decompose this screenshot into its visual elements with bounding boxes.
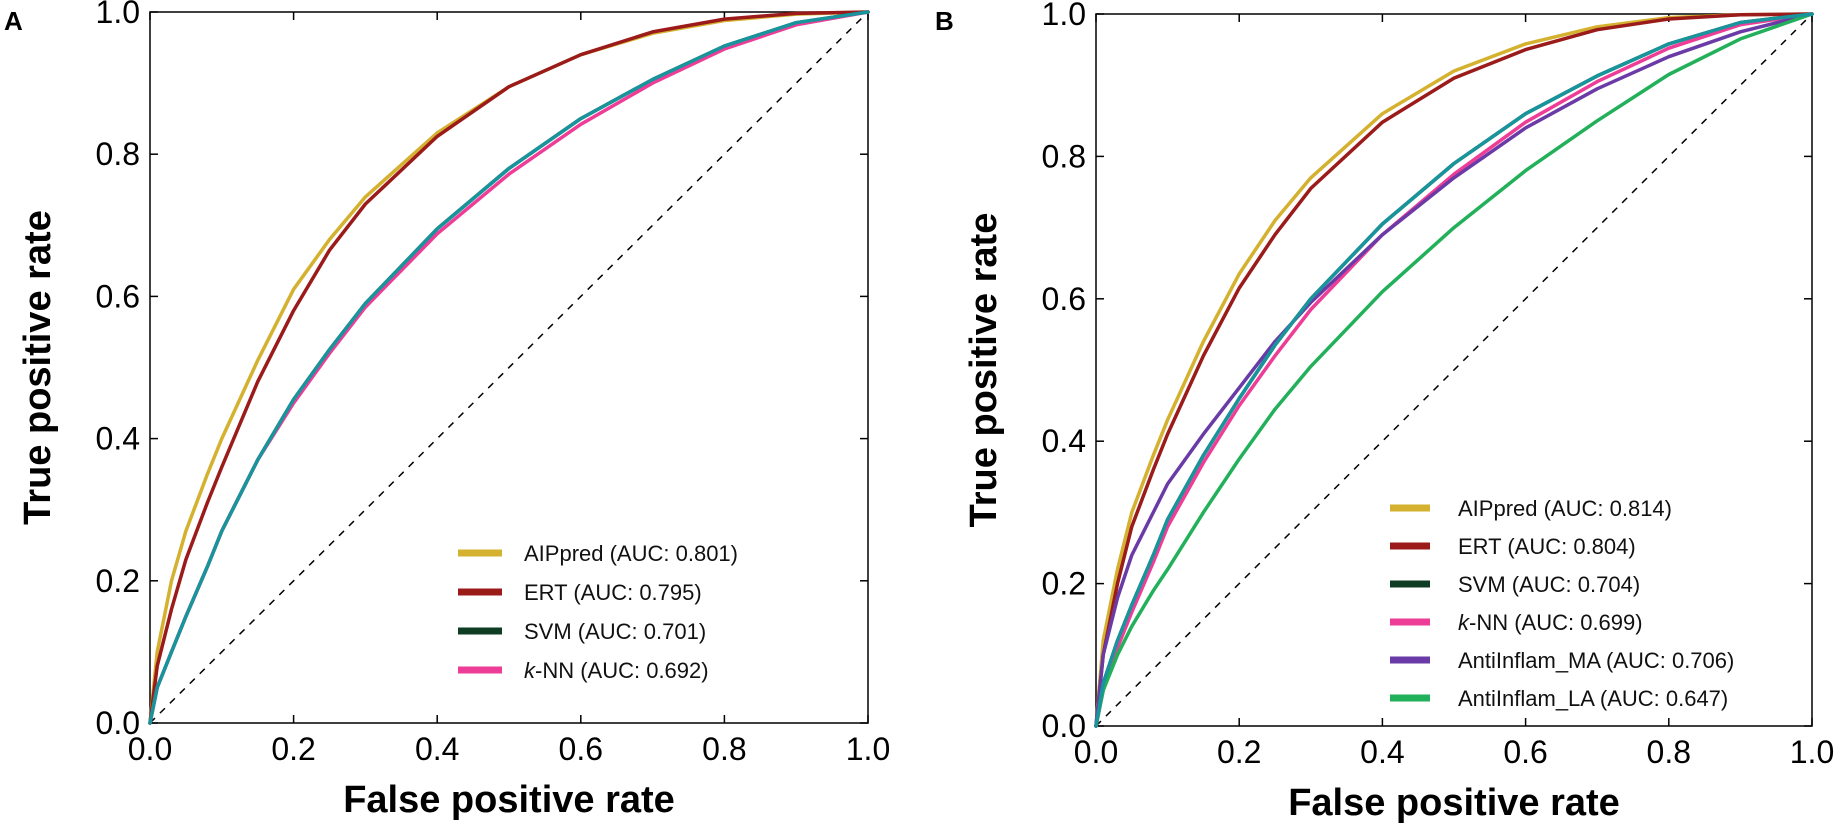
y-tick-label: 0.8 [1042, 138, 1086, 174]
y-tick-label: 0.0 [1042, 708, 1086, 744]
y-tick-label: 1.0 [96, 0, 140, 30]
legend: AIPpred (AUC: 0.814) ERT (AUC: 0.804) SVM … [1390, 496, 1734, 711]
legend-label: AIPpred (AUC: 0.814) [1458, 496, 1672, 521]
x-tick-label: 0.6 [559, 731, 603, 767]
legend: AIPpred (AUC: 0.801) ERT (AUC: 0.795) SVM … [458, 541, 738, 683]
y-tick-label: 0.6 [96, 278, 140, 314]
series-line-overlay [148, 10, 870, 725]
chart-panel-a: A 0.0 0.2 0.4 0.6 0.8 1.0 0.0 0.2 0.4 0.6 0.8 1.0 Fal… [4, 0, 890, 821]
legend-label: AntiInflam_LA (AUC: 0.647) [1458, 686, 1728, 711]
panel-label: B [935, 6, 954, 36]
y-tick-label: 0.2 [1042, 566, 1086, 602]
y-tick-label: 1.0 [1042, 0, 1086, 32]
y-axis-title: True positive rate [17, 210, 59, 525]
series-line-antiinflam-la [1094, 12, 1814, 728]
legend-label: ERT (AUC: 0.804) [1458, 534, 1636, 559]
chance-diagonal [1095, 13, 1813, 727]
legend-label: ERT (AUC: 0.795) [524, 580, 702, 605]
series-line-ert [1094, 12, 1814, 728]
x-tick-label: 0.0 [1074, 734, 1118, 770]
x-tick-label: 1.0 [846, 731, 890, 767]
series-line-k-nn [1094, 12, 1814, 728]
series-line-overlay [1094, 12, 1814, 728]
x-axis-title: False positive rate [1288, 782, 1620, 824]
x-tick-label: 1.0 [1790, 734, 1834, 770]
x-tick-label: 0.6 [1503, 734, 1547, 770]
plot-frame [149, 11, 869, 724]
chart-panel-b: B 0.0 0.2 0.4 0.6 0.8 1.0 0.0 0.2 0.4 0.6 0.8 1.0 Fal… [935, 0, 1834, 824]
legend-label: AIPpred (AUC: 0.801) [524, 541, 738, 566]
y-tick-label: 0.2 [96, 563, 140, 599]
y-tick-label: 0.4 [1042, 423, 1086, 459]
plot-frame [1095, 13, 1813, 727]
legend-label: k-NN (AUC: 0.692) [524, 658, 709, 683]
y-axis-title: True positive rate [963, 213, 1005, 528]
chance-diagonal [149, 11, 869, 724]
series-line-antiinflam-ma [1094, 12, 1814, 728]
panel-label: A [4, 6, 23, 36]
x-tick-label: 0.8 [702, 731, 746, 767]
legend-label: k-NN (AUC: 0.699) [1458, 610, 1643, 635]
x-tick-label: 0.2 [1217, 734, 1261, 770]
x-tick-label: 0.2 [271, 731, 315, 767]
legend-label: AntiInflam_MA (AUC: 0.706) [1458, 648, 1734, 673]
series-line-ert [148, 10, 870, 725]
x-tick-label: 0.4 [1360, 734, 1404, 770]
legend-label: SVM (AUC: 0.704) [1458, 572, 1640, 597]
y-tick-label: 0.6 [1042, 281, 1086, 317]
x-tick-label: 0.4 [415, 731, 459, 767]
series-line-aippred [1094, 12, 1814, 728]
x-tick-label: 0.8 [1647, 734, 1691, 770]
x-axis-title: False positive rate [343, 779, 675, 821]
y-tick-label: 0.4 [96, 421, 140, 457]
y-tick-label: 0.0 [96, 705, 140, 741]
y-tick-label: 0.8 [96, 136, 140, 172]
x-tick-label: 0.0 [128, 731, 172, 767]
legend-label: SVM (AUC: 0.701) [524, 619, 706, 644]
